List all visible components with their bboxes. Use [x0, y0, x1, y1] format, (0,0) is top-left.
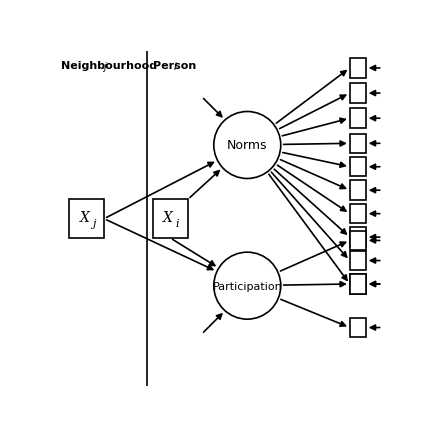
Bar [69, 200, 104, 238]
Text: i: i [176, 218, 180, 228]
Text: X: X [80, 210, 89, 224]
Bar [350, 59, 366, 79]
Bar [350, 84, 366, 104]
Bar [350, 109, 366, 128]
Bar [153, 200, 188, 238]
Bar [350, 181, 366, 201]
Bar [350, 228, 366, 247]
Text: i: i [174, 62, 176, 72]
Bar [350, 251, 366, 271]
Circle shape [214, 112, 281, 179]
Text: j: j [103, 62, 106, 72]
Text: Norms: Norms [227, 139, 268, 152]
Bar [350, 318, 366, 338]
Text: j: j [92, 218, 95, 228]
Bar [350, 275, 366, 294]
Bar [350, 158, 366, 177]
Bar [350, 134, 366, 154]
Text: X: X [163, 210, 173, 224]
Bar [350, 204, 366, 224]
Text: Neighbourhood: Neighbourhood [61, 60, 158, 70]
Circle shape [214, 253, 281, 319]
Bar [350, 231, 366, 250]
Bar [350, 275, 366, 294]
Text: Person: Person [154, 60, 197, 70]
Text: Participation: Participation [213, 281, 282, 291]
